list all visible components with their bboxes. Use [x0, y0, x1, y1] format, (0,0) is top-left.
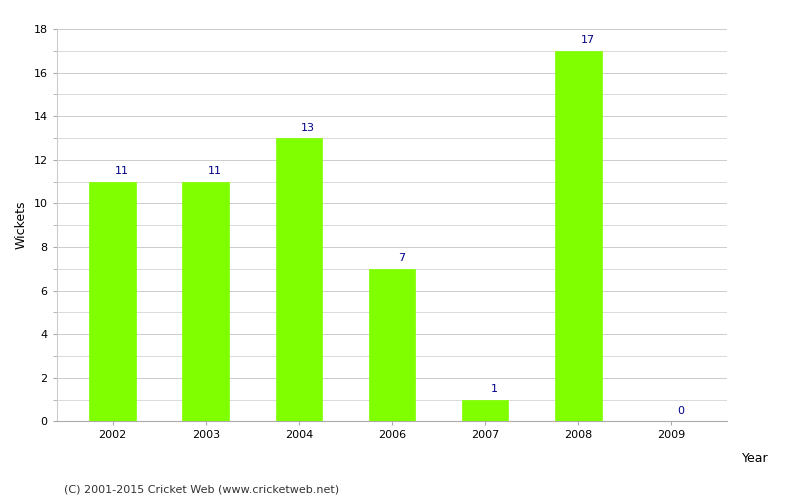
Bar — [182, 182, 229, 422]
Text: (C) 2001-2015 Cricket Web (www.cricketweb.net): (C) 2001-2015 Cricket Web (www.cricketwe… — [64, 485, 339, 495]
Bar — [462, 400, 509, 421]
Text: 0: 0 — [678, 406, 684, 416]
Bar — [275, 138, 322, 422]
Text: 7: 7 — [398, 254, 405, 264]
Bar — [555, 51, 602, 422]
Text: 17: 17 — [581, 36, 594, 46]
Bar — [90, 182, 136, 422]
Text: Year: Year — [742, 452, 769, 465]
Text: 11: 11 — [115, 166, 129, 176]
Y-axis label: Wickets: Wickets — [15, 201, 28, 250]
Bar — [369, 269, 415, 422]
Text: 1: 1 — [491, 384, 498, 394]
Text: 11: 11 — [208, 166, 222, 176]
Text: 13: 13 — [301, 122, 315, 132]
